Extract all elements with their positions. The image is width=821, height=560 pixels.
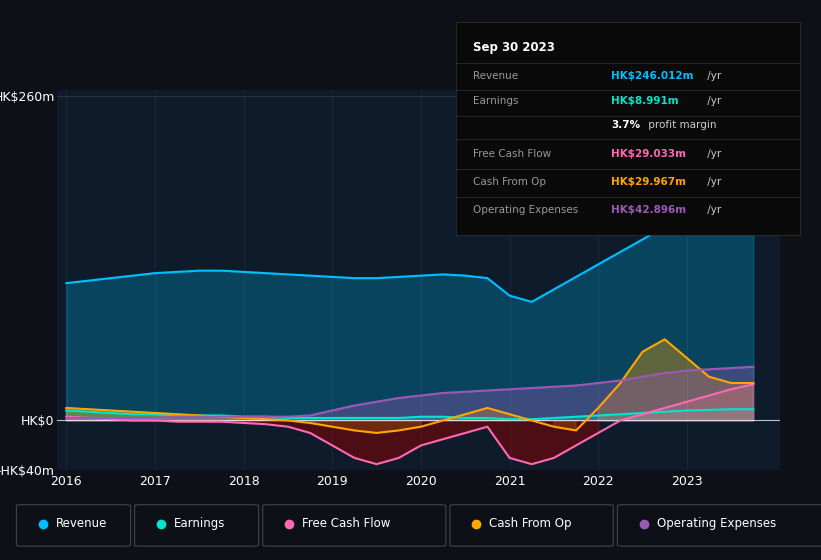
Text: Free Cash Flow: Free Cash Flow [473,150,551,160]
Text: /yr: /yr [704,71,721,81]
Text: Cash From Op: Cash From Op [473,177,546,187]
Text: Revenue: Revenue [56,517,108,530]
Text: Cash From Op: Cash From Op [489,517,571,530]
Text: HK$29.967m: HK$29.967m [611,177,686,187]
Text: HK$42.896m: HK$42.896m [611,204,686,214]
Text: Free Cash Flow: Free Cash Flow [302,517,391,530]
Text: 3.7%: 3.7% [611,119,640,129]
Text: /yr: /yr [704,96,721,106]
Text: Operating Expenses: Operating Expenses [473,204,578,214]
Text: Revenue: Revenue [473,71,518,81]
Text: Sep 30 2023: Sep 30 2023 [473,41,555,54]
Text: Operating Expenses: Operating Expenses [657,517,776,530]
Text: /yr: /yr [704,150,721,160]
Text: Earnings: Earnings [473,96,518,106]
Text: HK$246.012m: HK$246.012m [611,71,693,81]
Text: HK$29.033m: HK$29.033m [611,150,686,160]
Text: /yr: /yr [704,177,721,187]
Text: /yr: /yr [704,204,721,214]
Text: Earnings: Earnings [174,517,226,530]
Text: profit margin: profit margin [645,119,717,129]
Text: HK$8.991m: HK$8.991m [611,96,678,106]
